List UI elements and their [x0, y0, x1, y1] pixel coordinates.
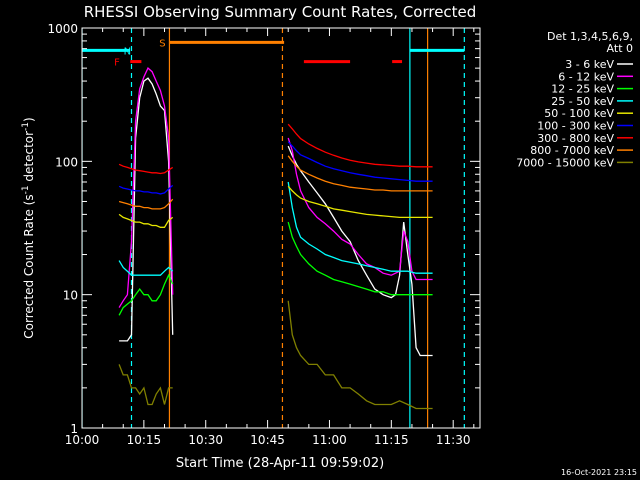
- x-tick-label-4: 11:00: [312, 433, 347, 447]
- plot-frame: [81, 27, 481, 429]
- chart-title: RHESSI Observing Summary Count Rates, Co…: [84, 3, 477, 21]
- y-tick-label-3: 1000: [47, 22, 78, 36]
- x-axis-label: Start Time (28-Apr-11 09:59:02): [176, 456, 384, 471]
- y-axis-label-sup1: -1: [21, 185, 31, 194]
- y-axis-label: Corrected Count Rate (s-1 detector-1): [21, 117, 36, 338]
- series-line-5: [118, 141, 433, 195]
- y-axis: 1 10 100 1000: [47, 22, 480, 436]
- legend-header-line2: Att 0: [607, 42, 633, 55]
- state-label-f: F: [114, 58, 120, 69]
- legend-label-4: 50 - 100 keV: [544, 107, 614, 120]
- series-line-7: [118, 155, 433, 210]
- y-axis-label-sup2: -1: [21, 122, 31, 131]
- legend-label-2: 12 - 25 keV: [551, 83, 614, 96]
- state-label-s: S: [159, 38, 165, 49]
- y-axis-label-mid: detector: [22, 131, 36, 186]
- x-tick-label-5: 11:15: [374, 433, 409, 447]
- series-layer: [118, 67, 433, 410]
- legend-label-8: 7000 - 15000 keV: [516, 156, 614, 169]
- series-line-4: [118, 185, 433, 228]
- legend-label-7: 800 - 7000 keV: [530, 144, 614, 157]
- state-annotations: FN S: [114, 38, 165, 68]
- x-tick-label-6: 11:30: [436, 433, 471, 447]
- state-label-n: N: [124, 46, 131, 57]
- state-bars: [82, 40, 465, 64]
- x-axis: 10:00 10:15 10:30 10:45 11:00 11:15 11:30: [65, 28, 475, 447]
- mode-boundary-lines: [82, 28, 465, 428]
- legend-header-line1: Det 1,3,4,5,6,9,: [547, 30, 633, 43]
- series-line-3: [118, 181, 433, 276]
- x-tick-label-0: 10:00: [65, 433, 100, 447]
- y-tick-label-2: 100: [55, 155, 78, 169]
- x-tick-label-1: 10:15: [127, 433, 162, 447]
- series-line-6: [118, 123, 433, 175]
- y-tick-label-1: 10: [63, 289, 78, 303]
- legend-label-6: 300 - 800 keV: [537, 132, 614, 145]
- x-tick-label-3: 10:45: [250, 433, 285, 447]
- y-tick-label-0: 1: [70, 422, 78, 436]
- legend-label-0: 3 - 6 keV: [565, 58, 614, 71]
- series-line-2: [118, 221, 433, 316]
- series-line-8: [118, 300, 433, 410]
- legend-label-3: 25 - 50 keV: [551, 95, 614, 108]
- y-axis-label-end: ): [22, 117, 36, 122]
- footer-timestamp: 16-Oct-2021 23:15: [561, 468, 637, 477]
- series-line-0: [119, 77, 433, 357]
- legend-label-1: 6 - 12 keV: [558, 70, 614, 83]
- x-tick-label-2: 10:30: [188, 433, 223, 447]
- series-line-1: [118, 67, 433, 308]
- legend-label-5: 100 - 300 keV: [537, 120, 614, 133]
